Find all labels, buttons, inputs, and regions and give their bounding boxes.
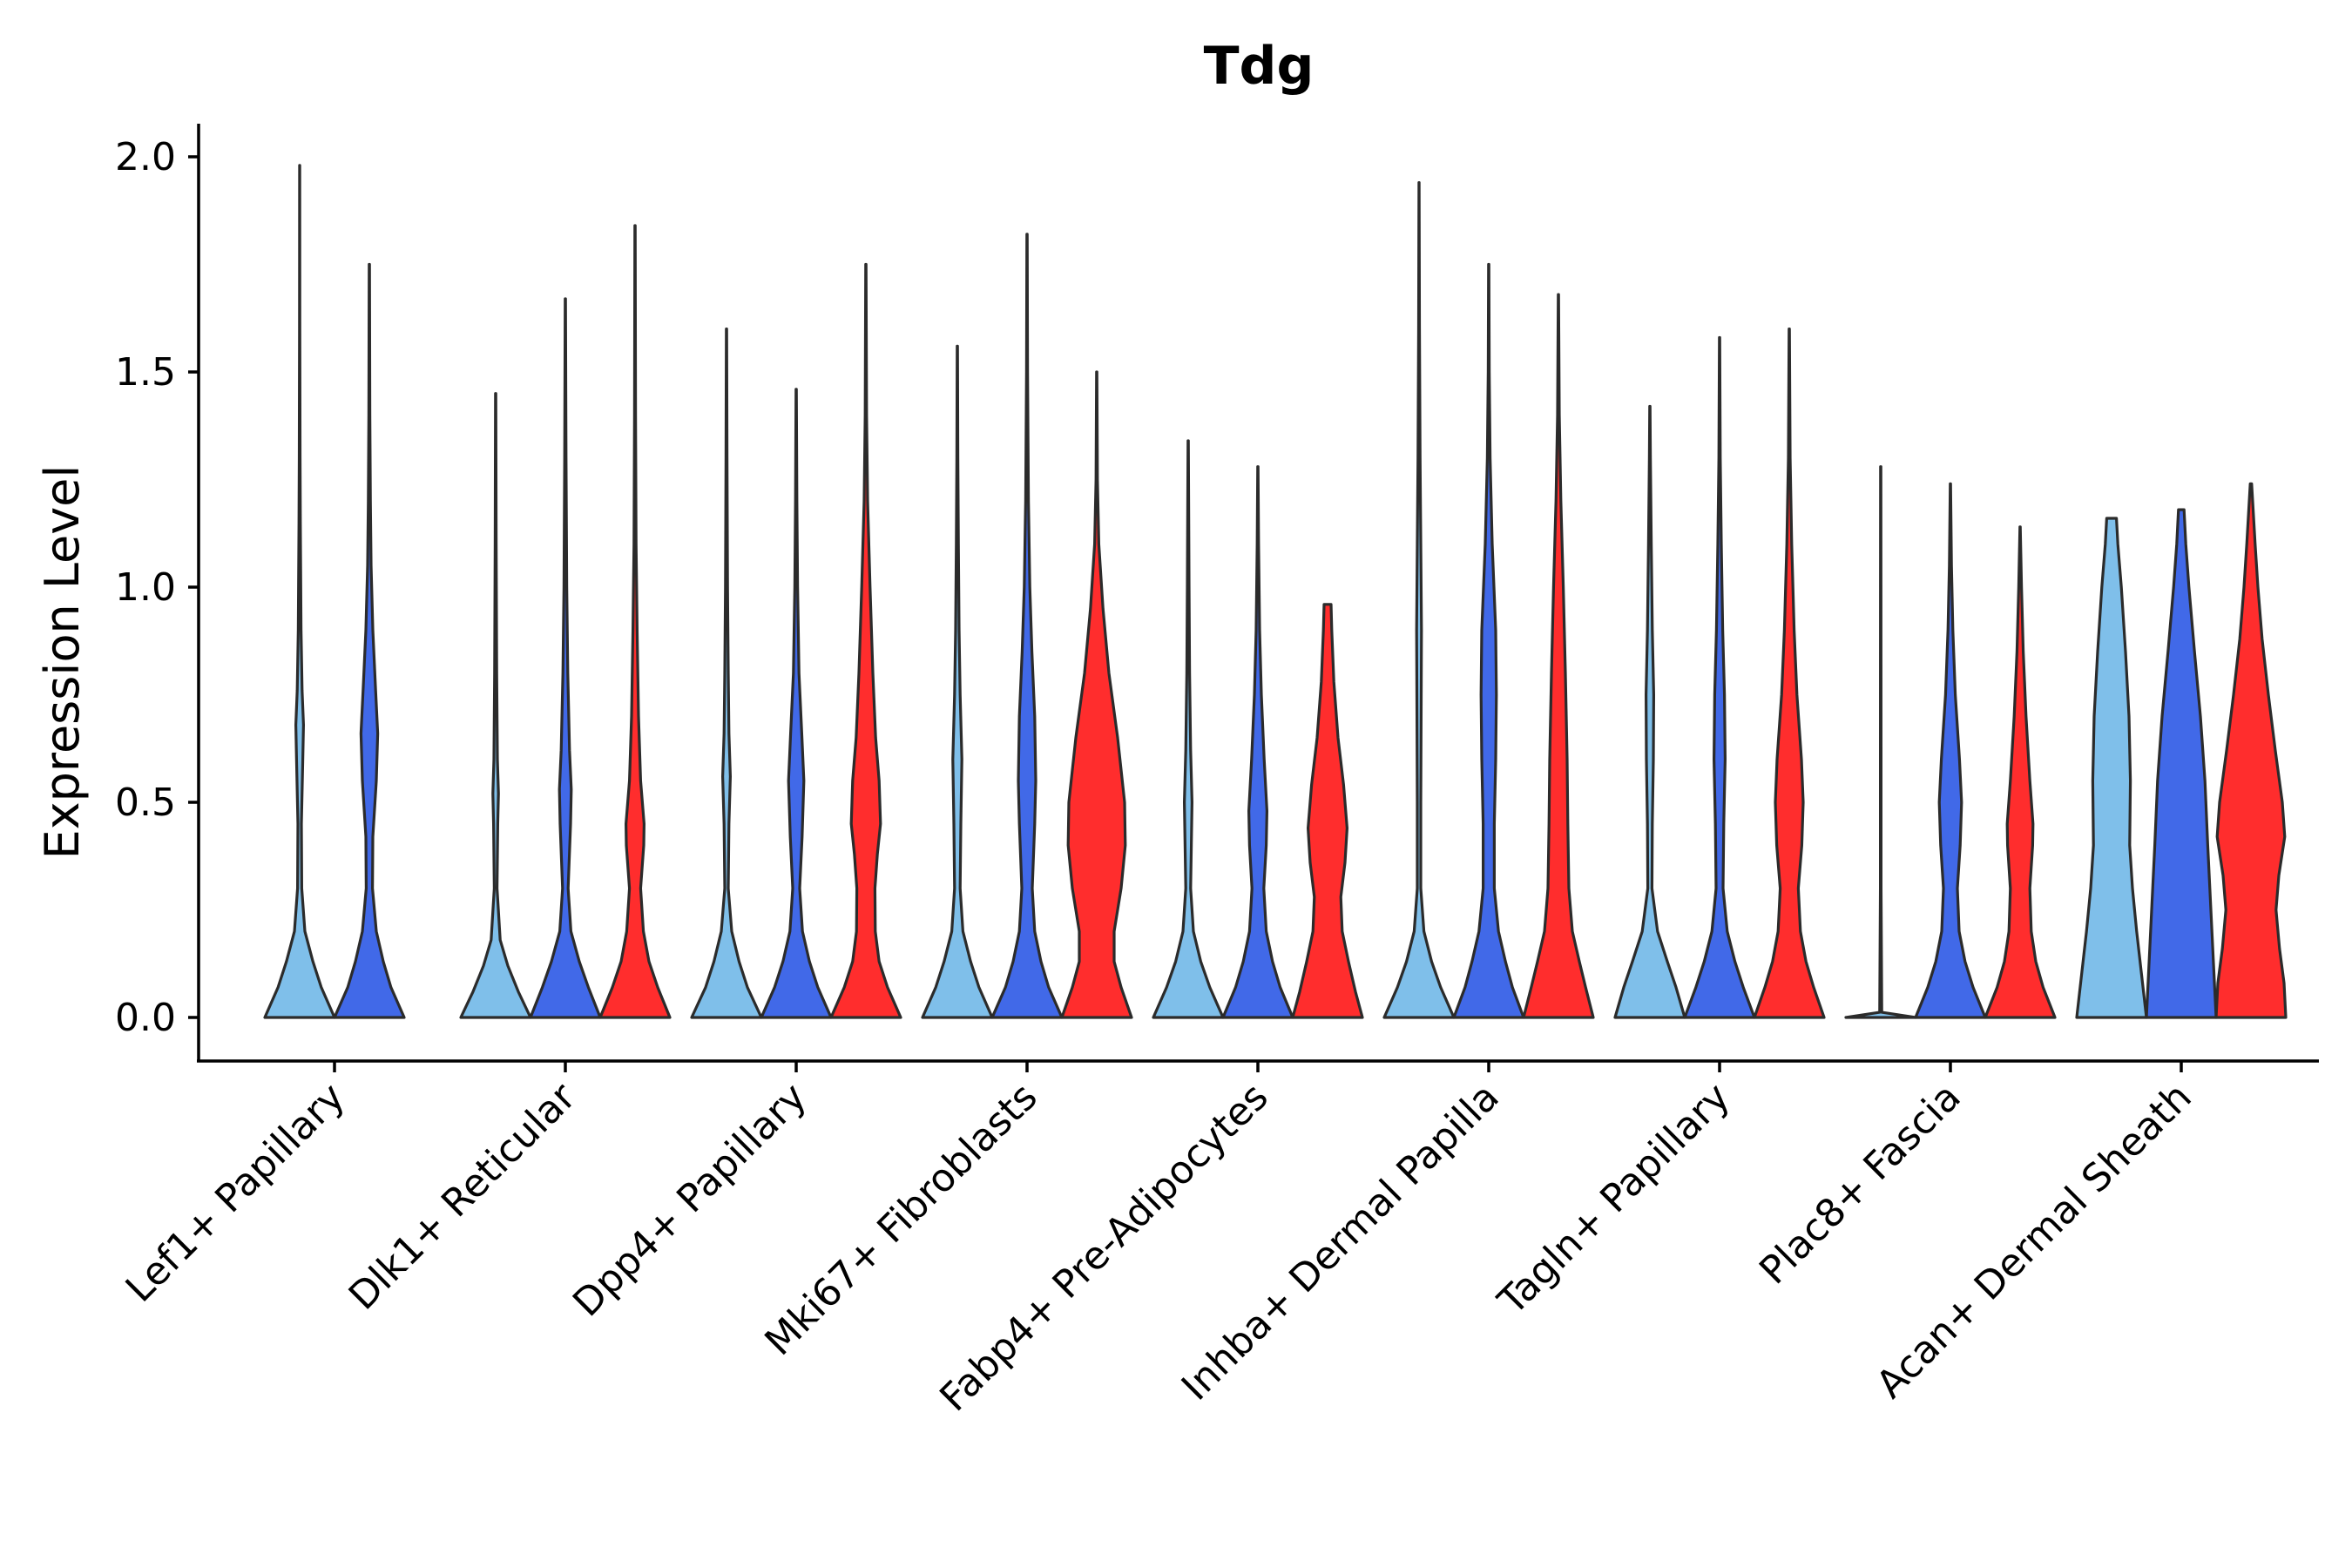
x-tick-label: Plac8+ Fascia — [1751, 1075, 1970, 1294]
x-tick-label: Lef1+ Papillary — [118, 1075, 354, 1311]
y-tick-label: 1.5 — [115, 350, 176, 395]
violin-group2 — [1914, 482, 1987, 1019]
violin-group3 — [1753, 328, 1826, 1019]
violin-group3 — [2214, 482, 2288, 1019]
x-tick-label: Tagln+ Papillary — [1490, 1075, 1739, 1324]
violin-group3 — [1060, 370, 1133, 1019]
y-ticks: 0.0 0.5 1.0 1.5 2.0 — [115, 135, 199, 1040]
chart-title: Tdg — [1204, 36, 1315, 97]
violin-group1 — [1152, 439, 1225, 1019]
violin-group1 — [2075, 517, 2148, 1019]
x-tick-label: Dlk1+ Reticular — [341, 1074, 585, 1319]
y-tick-label: 0.0 — [115, 996, 176, 1040]
violin-group2 — [529, 297, 602, 1019]
violin-group3 — [598, 224, 672, 1019]
y-axis-label: Expression Level — [35, 465, 90, 860]
violin-group1 — [459, 392, 532, 1019]
violin-group3 — [1984, 525, 2057, 1019]
x-tick-label: Dpp4+ Papillary — [564, 1075, 815, 1326]
violin-group1 — [263, 164, 336, 1019]
violin-group1 — [1382, 181, 1456, 1019]
y-tick-label: 0.5 — [115, 781, 176, 825]
violin-group3 — [1522, 293, 1595, 1019]
violins-layer — [263, 164, 2288, 1019]
violin-group2 — [1683, 335, 1756, 1019]
y-tick-label: 2.0 — [115, 135, 176, 179]
violin-group2 — [333, 262, 406, 1019]
violin-group3 — [1291, 603, 1364, 1019]
y-tick-label: 1.0 — [115, 565, 176, 610]
violin-group2 — [1221, 465, 1294, 1019]
violin-group1 — [921, 344, 994, 1019]
violin-group2 — [760, 388, 833, 1019]
violin-group2 — [2145, 508, 2218, 1019]
violin-group1 — [1844, 465, 1917, 1019]
violin-group1 — [1613, 404, 1686, 1019]
violin-group1 — [690, 328, 763, 1019]
violin-group3 — [829, 262, 902, 1019]
violin-group2 — [1452, 262, 1525, 1019]
violin-group2 — [990, 233, 1064, 1019]
